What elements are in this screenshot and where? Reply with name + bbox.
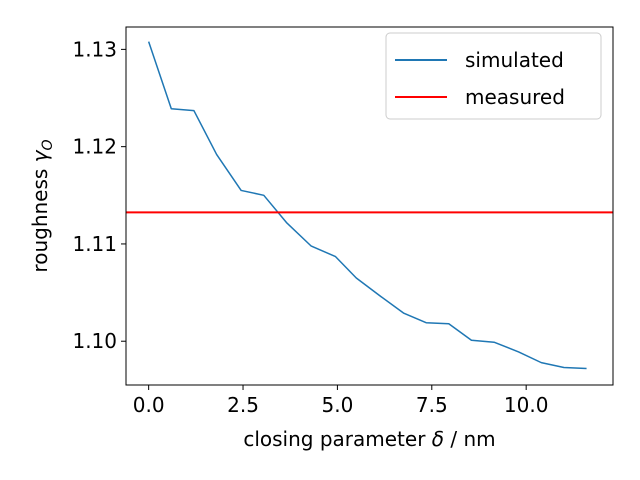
x-axis-label-symbol: δ <box>432 427 444 451</box>
legend: simulated measured <box>385 32 602 120</box>
x-axis: 0.0 2.5 5.0 7.5 10.0 <box>133 385 549 417</box>
y-axis-label: roughness γO <box>28 139 56 272</box>
x-tick-label: 7.5 <box>416 393 448 417</box>
y-axis-label-subscript: O <box>40 139 56 150</box>
y-axis-label-prefix: roughness <box>28 162 52 272</box>
y-tick-label: 1.13 <box>72 37 117 61</box>
x-tick-label: 2.5 <box>227 393 259 417</box>
axes-frame <box>125 26 614 386</box>
x-axis-label-prefix: closing parameter <box>243 427 431 451</box>
x-axis-label-suffix: / nm <box>444 427 496 451</box>
legend-label-simulated: simulated <box>465 48 564 72</box>
x-tick-label: 10.0 <box>504 393 549 417</box>
plot-area <box>126 41 613 370</box>
x-axis-label: closing parameter δ / nm <box>243 427 495 451</box>
y-axis-label-symbol: γ <box>28 149 52 162</box>
y-tick-label: 1.12 <box>72 135 117 159</box>
legend-label-measured: measured <box>465 85 565 109</box>
y-axis: 1.10 1.11 1.12 1.13 <box>72 37 126 353</box>
x-tick-label: 0.0 <box>133 393 165 417</box>
y-tick-label: 1.11 <box>72 232 117 256</box>
x-tick-label: 5.0 <box>322 393 354 417</box>
y-tick-label: 1.10 <box>72 329 117 353</box>
series-line-simulated <box>147 41 587 370</box>
